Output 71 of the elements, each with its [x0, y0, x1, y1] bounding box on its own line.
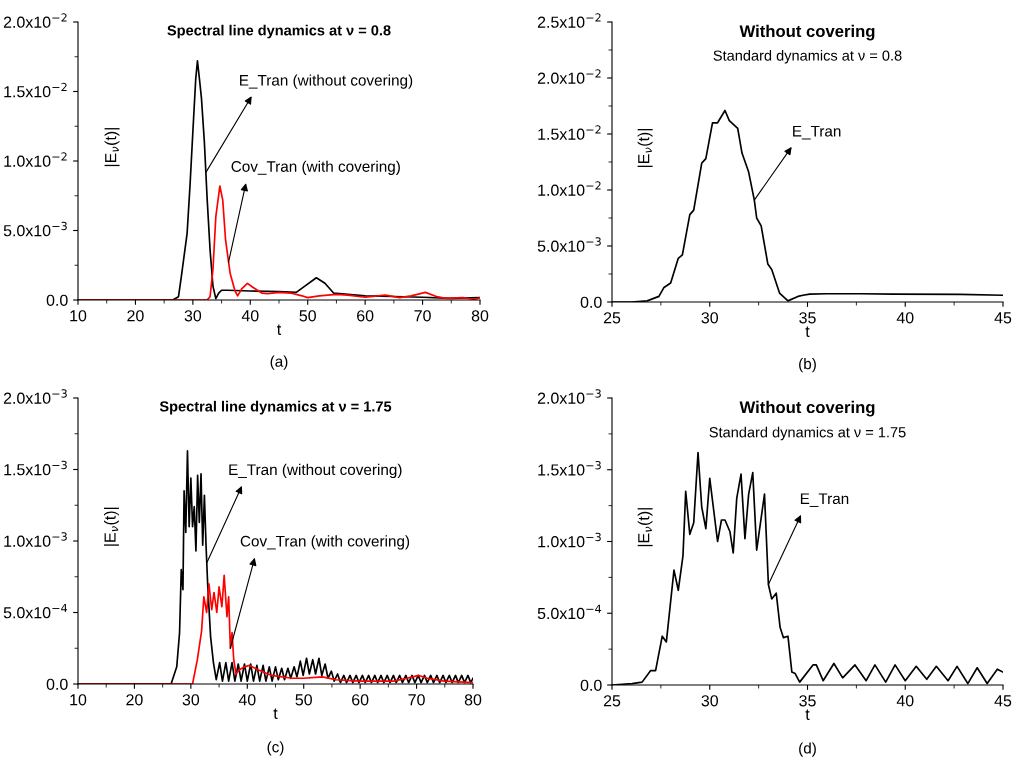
x-tick-label: 25: [603, 312, 621, 324]
y-axis-title: |E$_{ν}$(t)|: [637, 508, 653, 547]
annotation: E_Tran: [793, 125, 841, 140]
text: (c): [267, 741, 284, 756]
x-tick-label: 30: [701, 695, 719, 707]
x-tick-label: 30: [182, 694, 200, 706]
x-axis-title: t: [805, 326, 810, 337]
x-tick-label: 20: [126, 694, 143, 706]
y-tick-label: 5.0x10$^{−3}$: [537, 237, 601, 252]
x-tick-label: 70: [408, 694, 425, 706]
x-tick-label: 25: [603, 695, 621, 707]
chart-title: Spectral line dynamics at ν = 1.75: [159, 400, 392, 415]
y-tick-label: 1.0x10$^{−3}$: [538, 532, 601, 548]
y-tick-label: 0.0: [580, 679, 602, 691]
annotation: E_Tran: [800, 493, 849, 507]
x-tick-label: 30: [701, 312, 719, 324]
annotation: E_Tran (without covering): [240, 74, 413, 89]
y-tick-label: 2.0x10$^{−3}$: [3, 389, 67, 404]
x-tick-label: 10: [70, 310, 87, 322]
x-tick-label: 20: [127, 310, 144, 322]
y-tick-label: 2.0x10$^{−2}$: [3, 13, 67, 28]
y-tick-label: 1.0x10$^{−2}$: [538, 181, 601, 196]
x-tick-label: 40: [241, 310, 259, 322]
y-tick-label: 1.5x10$^{−2}$: [4, 82, 67, 98]
y-tick-label: 1.0x10$^{−2}$: [4, 152, 67, 167]
y-axis-title: |E$_{ν}$(t)|: [637, 129, 653, 168]
text: (a): [270, 355, 288, 370]
y-tick-label: 5.0x10$^{−4}$: [3, 603, 68, 619]
y-tick-label: 5.0x10$^{−3}$: [3, 221, 67, 237]
x-tick-label: 80: [464, 694, 482, 706]
x-tick-label: 70: [414, 310, 431, 322]
y-axis-title: |E$_{ν}$(t)|: [103, 507, 119, 546]
x-tick-label: 35: [799, 312, 816, 324]
annotation: Cov_Tran (with covering): [231, 160, 400, 175]
text: (d): [799, 742, 816, 757]
x-tick-label: 45: [994, 695, 1012, 707]
y-tick-label: 2.0x10$^{−2}$: [537, 69, 601, 84]
x-tick-label: 45: [994, 312, 1012, 324]
y-tick-label: 1.5x10$^{−2}$: [538, 125, 601, 140]
chart-title: Without covering: [739, 24, 875, 41]
y-tick-label: 2.5x10$^{−2}$: [537, 13, 601, 28]
y-tick-label: 2.0x10$^{−3}$: [537, 389, 601, 404]
x-tick-label: 40: [238, 694, 256, 706]
y-tick-label: 1.0x10$^{−3}$: [4, 532, 67, 547]
y-tick-label: 1.5x10$^{−3}$: [4, 460, 67, 476]
y-tick-label: 0.0: [46, 294, 68, 306]
x-tick-label: 10: [70, 694, 87, 706]
text: (b): [799, 358, 816, 373]
y-tick-label: 1.5x10$^{−3}$: [538, 461, 601, 476]
x-tick-label: 50: [299, 310, 316, 322]
y-tick-label: 0.0: [580, 296, 602, 308]
x-axis-title: t: [277, 324, 282, 335]
annotation: Cov_Tran (with covering): [240, 535, 410, 550]
text: Standard dynamics at ν = 0.8: [713, 50, 902, 64]
x-axis-title: t: [273, 708, 278, 719]
text: Standard dynamics at ν = 1.75: [709, 426, 906, 441]
x-tick-label: 30: [184, 310, 202, 322]
x-tick-label: 35: [799, 695, 816, 707]
x-tick-label: 50: [295, 694, 312, 706]
x-tick-label: 60: [352, 694, 369, 706]
annotation: E_Tran (without covering): [229, 463, 402, 479]
chart-title: Spectral line dynamics at ν = 0.8: [167, 24, 391, 39]
x-tick-label: 80: [471, 310, 489, 322]
x-tick-label: 60: [357, 310, 374, 322]
y-tick-label: 0.0: [46, 678, 68, 690]
x-tick-label: 40: [896, 695, 914, 707]
x-tick-label: 40: [896, 312, 914, 324]
y-axis-title: |E$_{ν}$(t)|: [104, 128, 120, 167]
y-tick-label: 5.0x10$^{−4}$: [537, 604, 602, 620]
chart-title: Without covering: [739, 400, 875, 417]
x-axis-title: t: [805, 709, 810, 720]
